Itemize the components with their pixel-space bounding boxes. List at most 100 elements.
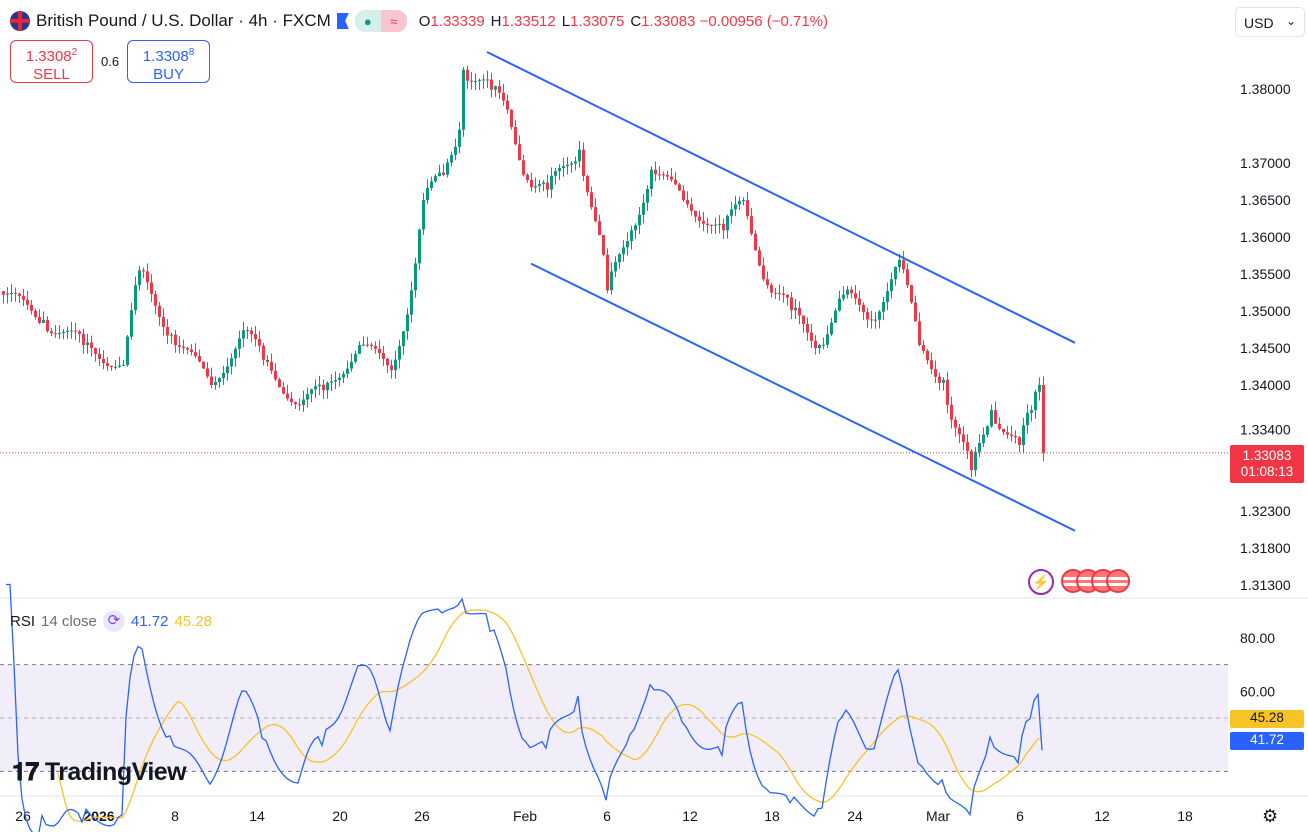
- candle: [834, 310, 837, 323]
- candle: [274, 370, 277, 380]
- candle: [542, 182, 545, 185]
- candle: [570, 163, 573, 165]
- price-tick: 1.35000: [1240, 303, 1291, 319]
- candle: [202, 361, 205, 369]
- sell-button[interactable]: 1.33082 SELL: [10, 40, 93, 83]
- candle: [162, 316, 165, 327]
- candle: [682, 190, 685, 200]
- candle: [222, 373, 225, 379]
- candle: [2, 291, 5, 295]
- candle: [1006, 432, 1009, 435]
- market-status[interactable]: ● ≈: [354, 10, 407, 32]
- economic-events[interactable]: [1061, 569, 1130, 593]
- candle: [814, 340, 817, 349]
- candle: [1002, 428, 1005, 433]
- candle: [318, 384, 321, 387]
- candle: [330, 381, 333, 383]
- time-tick: 8: [171, 808, 179, 824]
- candle: [546, 182, 549, 190]
- settings-gear-icon[interactable]: ⚙: [1262, 806, 1279, 826]
- candle: [606, 254, 609, 291]
- candle: [122, 365, 125, 367]
- candle: [34, 310, 37, 318]
- candle: [910, 285, 913, 303]
- market-open-icon: ●: [354, 10, 381, 32]
- bookmark-icon[interactable]: [336, 13, 349, 29]
- candle: [322, 384, 325, 391]
- candle: [14, 293, 17, 295]
- candle: [526, 174, 529, 181]
- candle: [190, 349, 193, 353]
- candle: [482, 79, 485, 81]
- time-tick: 14: [249, 808, 265, 824]
- candle: [206, 368, 209, 377]
- candle: [74, 330, 77, 332]
- candle: [890, 279, 893, 292]
- candle: [590, 192, 593, 208]
- candle: [238, 338, 241, 349]
- candle: [658, 174, 661, 176]
- chevron-down-icon: ⌄: [1285, 14, 1296, 28]
- candle: [686, 200, 689, 205]
- candle: [194, 352, 197, 357]
- candle: [474, 80, 477, 82]
- candle: [510, 109, 513, 127]
- candle: [178, 345, 181, 347]
- ohlc-values: O1.33339 H1.33512 L1.33075 C1.33083 −0.0095…: [418, 12, 829, 30]
- candle: [986, 426, 989, 435]
- candle: [1038, 385, 1041, 392]
- candle: [398, 346, 401, 360]
- candle: [666, 174, 669, 177]
- rsi-ma-value: 45.28: [174, 612, 212, 630]
- candle: [54, 333, 57, 335]
- currency-select[interactable]: USD ⌄: [1235, 7, 1305, 37]
- candle: [858, 298, 861, 305]
- rsi-value: 41.72: [130, 612, 169, 630]
- price-tick: 1.37000: [1240, 155, 1291, 171]
- candle: [1022, 425, 1025, 445]
- time-tick: 26: [414, 808, 430, 824]
- candle: [502, 92, 505, 101]
- candle: [750, 216, 753, 234]
- candle: [918, 321, 921, 346]
- candle: [518, 144, 521, 161]
- candle: [830, 322, 833, 335]
- rsi-ma-line: [57, 609, 1043, 822]
- candle: [1010, 434, 1013, 436]
- candle: [442, 172, 445, 175]
- trade-panel: 1.33082 SELL 0.6 1.33088 BUY: [10, 40, 211, 83]
- candle: [138, 270, 141, 286]
- candle: [678, 184, 681, 191]
- symbol-title[interactable]: British Pound / U.S. Dollar · 4h · FXCM: [36, 11, 331, 30]
- candle: [950, 404, 953, 420]
- candle: [738, 200, 741, 205]
- candle: [490, 79, 493, 90]
- tradingview-logo[interactable]: 𝟏𝟕 TradingView: [12, 758, 187, 786]
- candle: [366, 344, 369, 346]
- candle: [874, 319, 877, 321]
- candle: [722, 223, 725, 231]
- buy-button[interactable]: 1.33088 BUY: [127, 40, 211, 83]
- candle: [898, 259, 901, 267]
- time-tick: 24: [847, 808, 863, 824]
- candle: [978, 443, 981, 452]
- candle: [286, 393, 289, 399]
- candle: [742, 200, 745, 201]
- price-tick: 1.33400: [1240, 421, 1291, 437]
- candle: [134, 285, 137, 311]
- candle: [246, 330, 249, 332]
- uk-flag-icon[interactable]: [1106, 569, 1130, 593]
- candle: [962, 434, 965, 443]
- candle: [302, 399, 305, 405]
- rsi-band: [0, 664, 1228, 772]
- candle: [758, 250, 761, 266]
- candle: [822, 344, 825, 346]
- candle: [878, 311, 881, 320]
- candle: [50, 331, 53, 334]
- refresh-icon[interactable]: ⟳: [102, 610, 125, 632]
- rsi-legend: RSI 14 close ⟳ 41.72 45.28: [10, 610, 212, 632]
- lightning-event-icon[interactable]: ⚡: [1028, 569, 1054, 595]
- time-tick: 2026: [83, 808, 114, 824]
- candle: [230, 358, 233, 367]
